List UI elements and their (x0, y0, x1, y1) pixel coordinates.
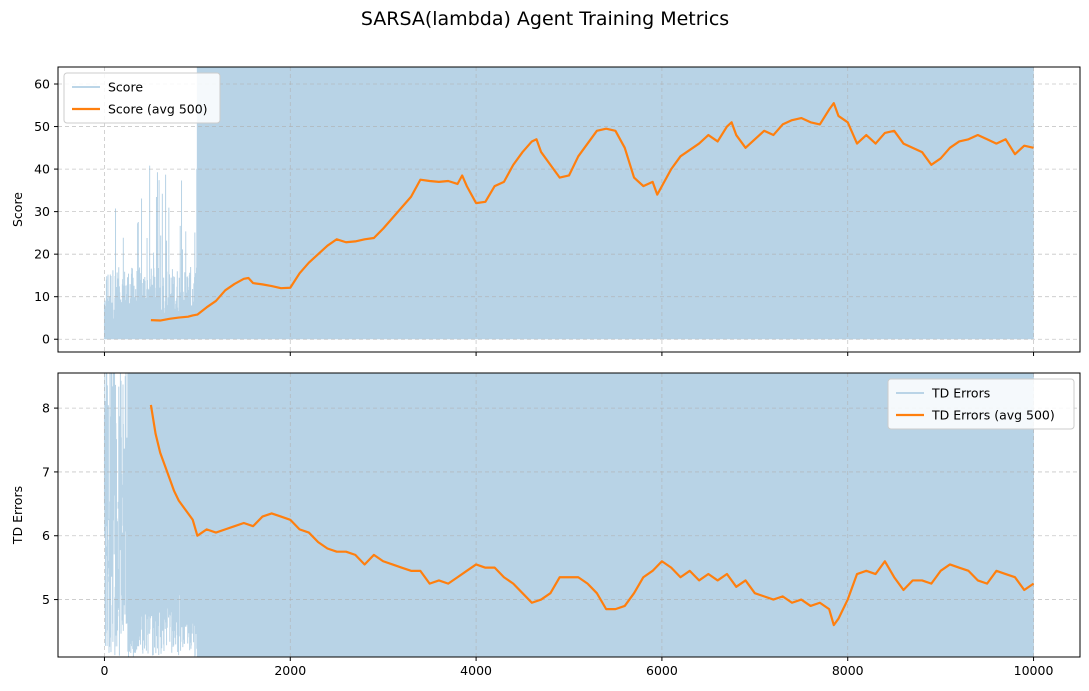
grid (58, 373, 1080, 657)
y-tick-label: 60 (34, 77, 50, 92)
x-tick-label: 4000 (460, 663, 492, 678)
legend-box (887, 378, 1075, 430)
series-score-line (103, 67, 1034, 340)
series-score-avg-500--line (150, 102, 1034, 322)
y-tick-label: 5 (42, 592, 50, 607)
y-tick-label: 0 (42, 332, 50, 347)
grid (58, 67, 1080, 352)
y-tick-label: 10 (34, 289, 50, 304)
axes-frame (57, 66, 1081, 353)
figure-title: SARSA(lambda) Agent Training Metrics (361, 8, 729, 30)
legend-box (63, 72, 221, 124)
raw-series-strokes (103, 67, 1034, 340)
score-panel: 0 10 20 30 40 50 60 Score Score Score (avg 500) (10, 66, 1081, 356)
y-tick-label: 40 (34, 162, 50, 177)
y-tick-label: 6 (42, 528, 50, 543)
y-tick-label: 7 (42, 464, 50, 479)
legend: Score Score (avg 500) (63, 72, 221, 124)
legend: TD Errors TD Errors (avg 500) (887, 378, 1075, 430)
axes-frame (57, 372, 1081, 658)
y-axis-label: Score (10, 192, 25, 227)
y-tick-label: 30 (34, 204, 50, 219)
x-tick-label: 10000 (1014, 663, 1054, 678)
y-tick-label: 20 (34, 247, 50, 262)
legend-entry-label: Score (avg 500) (108, 102, 208, 117)
x-tick-label: 6000 (646, 663, 678, 678)
x-tick-label: 0 (100, 663, 108, 678)
y-tick-label: 50 (34, 119, 50, 134)
x-tick-label: 2000 (274, 663, 306, 678)
y-axis-label: TD Errors (10, 486, 25, 545)
legend-entry-label: Score (108, 80, 143, 95)
series-td-errors-avg-500--line (149, 404, 1035, 627)
y-tick-label: 8 (42, 401, 50, 416)
legend-entry-label: TD Errors (avg 500) (931, 408, 1055, 423)
x-tick-label: 8000 (832, 663, 864, 678)
legend-entry-label: TD Errors (931, 386, 990, 401)
